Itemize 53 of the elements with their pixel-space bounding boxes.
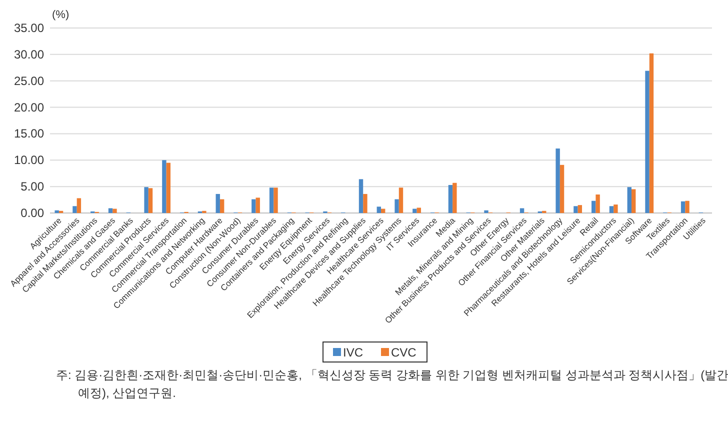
bar: [162, 160, 166, 213]
bar: [685, 200, 690, 213]
bar: [216, 194, 220, 213]
bar: [556, 148, 560, 213]
bar: [398, 188, 404, 213]
bar: [627, 187, 632, 213]
y-tick-label: 0.00: [20, 206, 44, 220]
bar: [376, 206, 381, 213]
bar: [108, 208, 113, 213]
bar: [578, 205, 582, 213]
bar: [649, 53, 654, 213]
bar: [592, 200, 596, 213]
bar: [274, 188, 278, 213]
y-tick-label: 30.00: [14, 47, 44, 62]
bar: [631, 189, 636, 213]
y-tick-label: 5.00: [20, 180, 44, 194]
bar: [394, 199, 399, 213]
bar: [448, 184, 453, 213]
y-tick-label: 35.00: [14, 21, 44, 35]
bar: [363, 194, 368, 213]
bar: [574, 206, 578, 213]
bar: [412, 208, 417, 213]
bar: [220, 199, 224, 213]
bar: [112, 208, 117, 213]
bar: [76, 198, 82, 213]
bar: [609, 206, 614, 213]
bar: [452, 182, 457, 213]
bar: [148, 188, 153, 213]
y-tick-label: 20.00: [14, 100, 44, 114]
y-axis-title: (%): [52, 9, 70, 21]
legend-label: IVC: [343, 346, 364, 360]
bar: [54, 210, 59, 213]
bar: [416, 208, 421, 213]
bar: [484, 210, 488, 213]
bar: [680, 201, 686, 213]
bar: [252, 199, 256, 213]
bar: [269, 188, 274, 213]
bar: [144, 187, 148, 213]
bar: [358, 179, 364, 213]
bar: [614, 204, 618, 213]
y-tick-label: 25.00: [14, 74, 44, 88]
bar: [645, 70, 650, 213]
bar: [72, 206, 77, 213]
legend-label: CVC: [391, 346, 417, 360]
text: 주: 김용·김한흰·조재한·최민철·송단비·민순홍, 「혁신성장 동력 강화를 위한 기업형 벤처캐피털 성과분석과 정책시사점」(발간 예정), 산업연구원.: [56, 367, 728, 402]
bar: [166, 162, 170, 213]
bar: [381, 208, 386, 213]
bar: [520, 208, 524, 213]
y-tick-label: 10.00: [14, 153, 44, 168]
bar: [256, 198, 260, 213]
bar: [596, 194, 600, 213]
y-tick-label: 15.00: [14, 126, 44, 141]
bar: [560, 164, 564, 213]
